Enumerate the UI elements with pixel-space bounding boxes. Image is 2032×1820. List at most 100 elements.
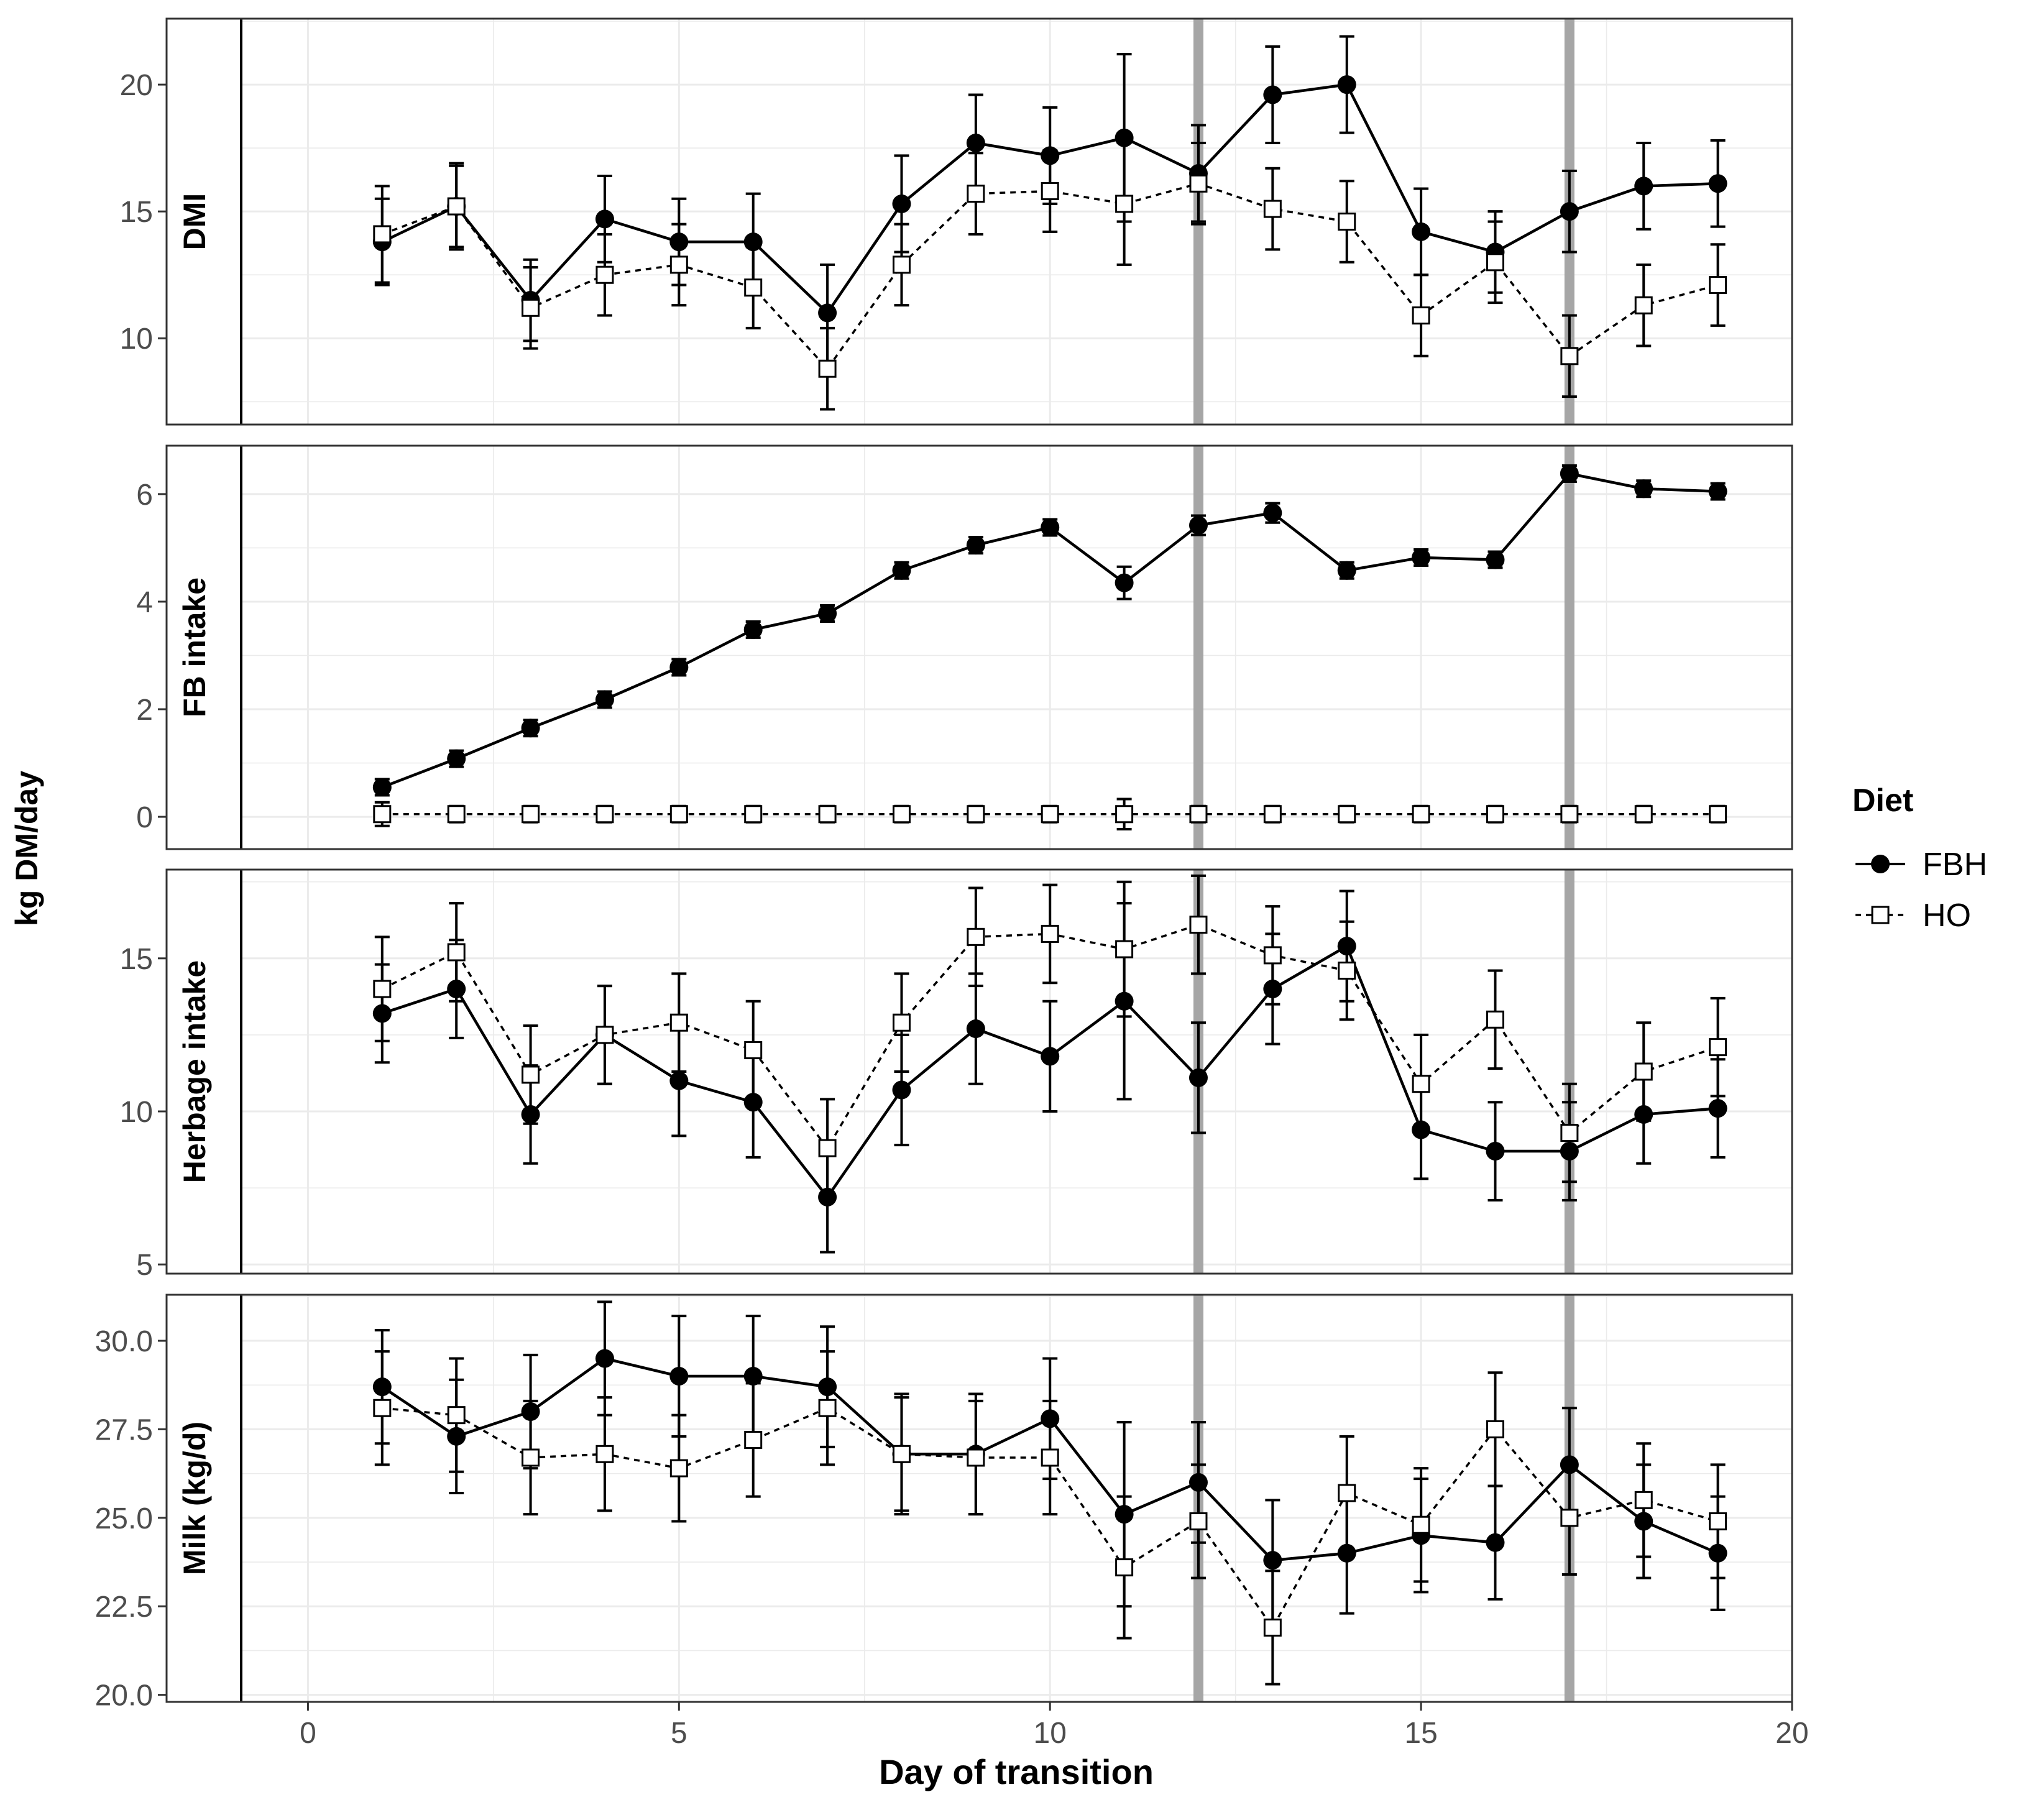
data-point-ho-day-14 bbox=[1338, 962, 1356, 980]
data-point-fbh-day-17 bbox=[1560, 1142, 1579, 1161]
y-tick-label: 6 bbox=[136, 479, 153, 512]
data-point-fbh-day-13 bbox=[1263, 1551, 1282, 1570]
data-point-ho-day-3 bbox=[522, 805, 540, 824]
data-point-fbh-day-19 bbox=[1708, 482, 1727, 501]
data-point-ho-day-9 bbox=[967, 805, 985, 824]
data-point-ho-day-3 bbox=[522, 298, 540, 317]
y-tick-label: 2 bbox=[136, 694, 153, 727]
data-point-ho-day-13 bbox=[1263, 1618, 1282, 1637]
legend-label-fbh: FBH bbox=[1923, 847, 1987, 883]
data-point-fbh-day-16 bbox=[1486, 550, 1505, 569]
data-point-fbh-day-14 bbox=[1337, 561, 1356, 580]
data-point-ho-day-19 bbox=[1709, 805, 1727, 824]
data-point-fbh-day-18 bbox=[1634, 177, 1653, 196]
data-point-ho-day-4 bbox=[595, 1026, 614, 1044]
data-point-ho-day-11 bbox=[1115, 940, 1134, 958]
data-point-ho-day-17 bbox=[1560, 805, 1579, 824]
data-point-fbh-day-4 bbox=[595, 1349, 614, 1368]
panel-border bbox=[165, 17, 1793, 426]
data-point-fbh-day-9 bbox=[966, 133, 985, 152]
data-point-ho-day-1 bbox=[373, 1399, 392, 1417]
data-point-fbh-day-6 bbox=[743, 232, 763, 252]
data-point-fbh-day-3 bbox=[521, 719, 540, 738]
data-point-fbh-day-7 bbox=[818, 604, 837, 623]
data-point-ho-day-11 bbox=[1115, 1558, 1134, 1577]
panel-border bbox=[165, 1294, 1793, 1703]
panel-label-milk-kg-d: Milk (kg/d) bbox=[177, 1422, 212, 1575]
panel-background bbox=[167, 19, 1792, 425]
data-point-ho-day-16 bbox=[1486, 1420, 1504, 1438]
data-point-ho-day-1 bbox=[373, 980, 392, 998]
data-point-fbh-day-10 bbox=[1041, 518, 1060, 537]
data-point-ho-day-13 bbox=[1263, 805, 1282, 824]
panel-label-fb-intake: FB intake bbox=[177, 577, 212, 717]
data-point-ho-day-6 bbox=[744, 278, 763, 297]
data-point-ho-day-12 bbox=[1189, 1512, 1208, 1531]
y-tick-label: 15 bbox=[120, 943, 153, 976]
legend-title: Diet bbox=[1852, 783, 1913, 819]
data-point-ho-day-10 bbox=[1041, 805, 1059, 824]
data-point-fbh-day-19 bbox=[1708, 174, 1727, 193]
data-point-fbh-day-5 bbox=[669, 232, 689, 252]
data-point-ho-day-18 bbox=[1634, 1491, 1653, 1509]
data-point-ho-day-15 bbox=[1412, 805, 1430, 824]
data-point-ho-day-7 bbox=[818, 359, 837, 378]
data-point-ho-day-2 bbox=[447, 1406, 466, 1425]
data-point-fbh-day-7 bbox=[818, 1377, 837, 1397]
data-point-ho-day-6 bbox=[744, 1041, 763, 1060]
data-point-ho-day-16 bbox=[1486, 805, 1504, 824]
data-point-fbh-day-12 bbox=[1188, 516, 1208, 535]
data-point-ho-day-7 bbox=[818, 1139, 837, 1157]
data-point-fbh-day-8 bbox=[892, 194, 911, 213]
data-point-fbh-day-1 bbox=[372, 1377, 392, 1397]
data-point-ho-day-3 bbox=[522, 1448, 540, 1467]
data-point-ho-day-2 bbox=[447, 197, 466, 216]
data-point-fbh-day-19 bbox=[1708, 1099, 1727, 1118]
data-point-ho-day-1 bbox=[373, 805, 392, 824]
panel-label-herbage-intake: Herbage intake bbox=[177, 960, 212, 1183]
data-point-fbh-day-2 bbox=[447, 1427, 466, 1446]
data-point-ho-day-8 bbox=[892, 1013, 911, 1032]
data-point-fbh-day-17 bbox=[1560, 1455, 1579, 1474]
transition-marker-day-17 bbox=[1564, 446, 1575, 849]
data-point-fbh-day-7 bbox=[818, 303, 837, 323]
data-point-ho-day-1 bbox=[373, 225, 392, 244]
data-point-fbh-day-5 bbox=[669, 1367, 689, 1386]
data-point-fbh-day-16 bbox=[1486, 1142, 1505, 1161]
data-point-fbh-day-18 bbox=[1634, 1512, 1653, 1531]
y-tick-label: 10 bbox=[120, 323, 153, 356]
data-point-ho-day-10 bbox=[1041, 924, 1059, 943]
data-point-ho-day-5 bbox=[669, 1459, 688, 1478]
panel-dmi: 10 15 20 DMI bbox=[120, 17, 1793, 426]
data-point-ho-day-18 bbox=[1634, 296, 1653, 315]
data-point-ho-day-8 bbox=[892, 255, 911, 274]
data-point-ho-day-13 bbox=[1263, 946, 1282, 965]
data-point-ho-day-12 bbox=[1189, 916, 1208, 934]
data-point-ho-day-5 bbox=[669, 805, 688, 824]
data-point-fbh-day-12 bbox=[1188, 1068, 1208, 1087]
legend-marker-fbh bbox=[1871, 855, 1890, 873]
data-point-ho-day-17 bbox=[1560, 1509, 1579, 1527]
data-point-fbh-day-13 bbox=[1263, 503, 1282, 523]
panel-background bbox=[167, 1295, 1792, 1702]
data-point-fbh-day-13 bbox=[1263, 980, 1282, 999]
data-point-fbh-day-14 bbox=[1337, 75, 1356, 94]
data-point-fbh-day-7 bbox=[818, 1187, 837, 1206]
x-tick-label: 10 bbox=[1034, 1717, 1067, 1750]
y-tick-label: 25.0 bbox=[95, 1502, 153, 1535]
legend: Diet FBH HO bbox=[1852, 783, 1987, 934]
y-axis-title: kg DM/day bbox=[9, 771, 44, 926]
data-point-ho-day-15 bbox=[1412, 306, 1430, 325]
data-point-fbh-day-17 bbox=[1560, 202, 1579, 221]
y-tick-label: 5 bbox=[136, 1249, 153, 1282]
data-point-fbh-day-9 bbox=[966, 1019, 985, 1039]
x-axis: 0 5 10 15 20 bbox=[300, 1702, 1809, 1750]
data-point-ho-day-4 bbox=[595, 805, 614, 824]
data-point-ho-day-19 bbox=[1709, 1038, 1727, 1057]
panel-background bbox=[167, 446, 1792, 849]
data-point-fbh-day-8 bbox=[892, 1080, 911, 1100]
data-point-ho-day-9 bbox=[967, 185, 985, 203]
data-point-fbh-day-5 bbox=[669, 658, 689, 677]
y-tick-label: 20.0 bbox=[95, 1680, 153, 1712]
